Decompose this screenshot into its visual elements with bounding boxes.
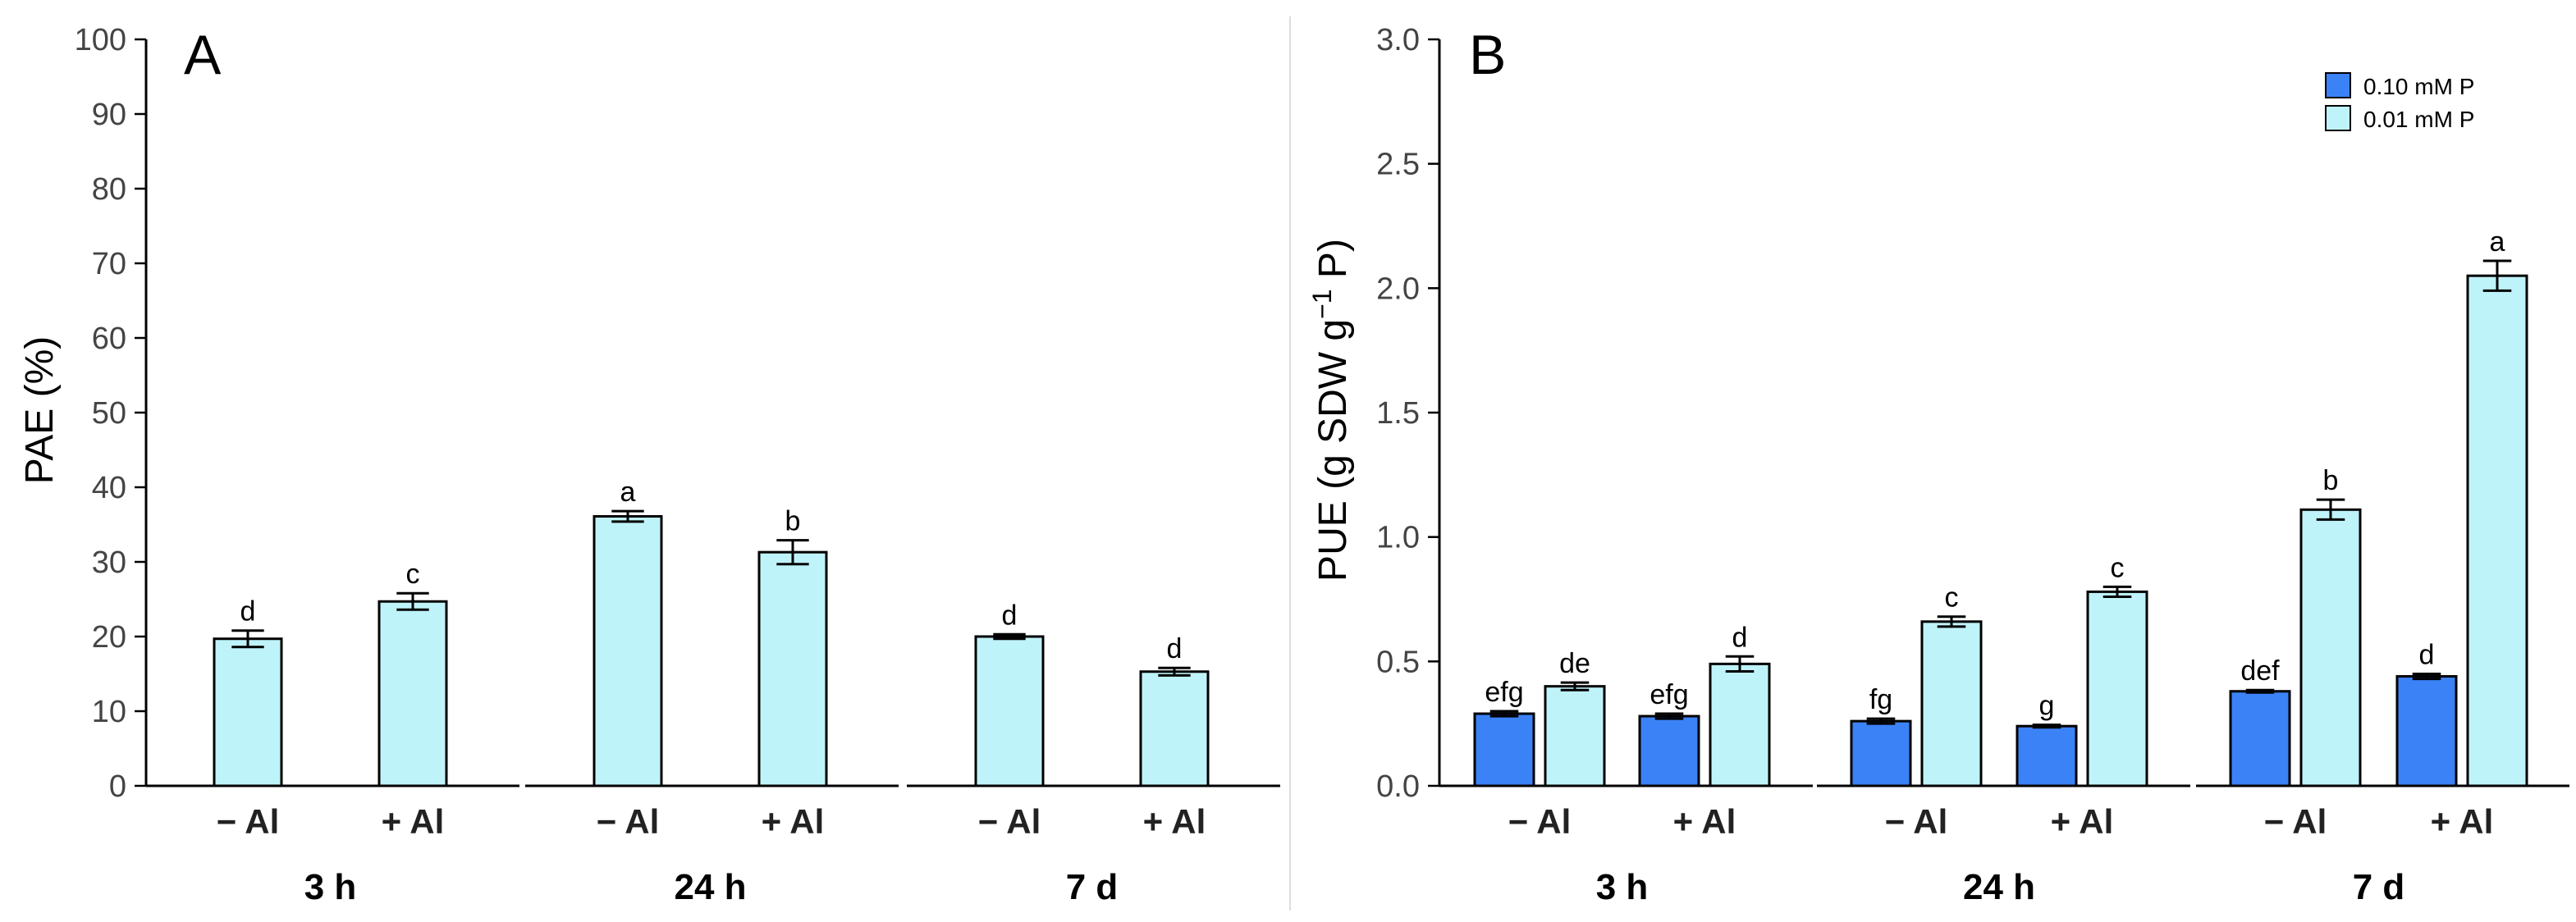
panel-b-category-label: + Al xyxy=(1673,802,1736,841)
panel-b-bar xyxy=(2299,508,2362,787)
panel-b-category-label: − Al xyxy=(1508,802,1572,841)
panel-a-y-tick-label: 40 xyxy=(92,471,126,505)
panel-a-bar xyxy=(1139,670,1210,787)
panel-b-bar xyxy=(2229,690,2291,787)
panel-a-significance-letter: d xyxy=(240,596,256,628)
panel-a-significance-letter: d xyxy=(1167,633,1183,664)
panel-a-y-tick-label: 30 xyxy=(92,545,126,580)
panel-b-y-tick-label: 0.5 xyxy=(1376,645,1420,679)
panel-b-bar xyxy=(1473,712,1535,787)
panel-a-y-tick-label: 90 xyxy=(92,98,126,132)
panel-a-group-label: 24 h xyxy=(674,867,746,907)
panel-a-category-label: − Al xyxy=(978,802,1041,841)
panel-b-y-tick-label: 1.0 xyxy=(1376,521,1420,555)
panel-b-significance-letter: efg xyxy=(1649,679,1688,710)
panel-b-category-label: + Al xyxy=(2051,802,2114,841)
panel-a-y-tick-label: 50 xyxy=(92,396,126,431)
panel-a-category-label: − Al xyxy=(217,802,280,841)
panel-a-y-tick-label: 0 xyxy=(109,769,126,804)
panel-a-group-label: 3 h xyxy=(304,867,357,907)
legend-label-low-p: 0.01 mM P xyxy=(2363,107,2474,132)
panel-b-significance-letter: d xyxy=(1732,622,1748,653)
legend: 0.10 mM P 0.01 mM P xyxy=(2325,72,2474,132)
panel-a-bar xyxy=(593,514,663,787)
panel-b-bar xyxy=(2395,675,2458,787)
panel-b-y-tick-label: 3.0 xyxy=(1376,23,1420,57)
panel-b-y-tick-label: 2.5 xyxy=(1376,148,1420,182)
panel-b-significance-letter: d xyxy=(2419,640,2435,671)
panel-b-bar xyxy=(1850,719,1912,787)
panel-b-bar xyxy=(2466,274,2528,787)
panel-a-y-tick-label: 70 xyxy=(92,247,126,281)
panel-b-significance-letter: g xyxy=(2039,691,2055,722)
panel-a-significance-letter: b xyxy=(785,506,801,537)
panel-b-significance-letter: b xyxy=(2323,465,2339,496)
panel-a-y-axis-title: PAE (%) xyxy=(18,336,62,484)
panel-a-category-label: + Al xyxy=(382,802,445,841)
panel-b-y-axis-title: PUE (g SDW g−1 P) xyxy=(1307,239,1355,582)
panel-b-significance-letter: c xyxy=(1945,582,1959,614)
panel-b-bar xyxy=(2016,724,2078,787)
panel-b-significance-letter: a xyxy=(2490,226,2505,258)
panel-b-bar xyxy=(1920,620,1983,787)
panel-a-bar xyxy=(377,600,448,787)
panel-a-y-tick-label: 60 xyxy=(92,322,126,356)
panel-b-plot-area: 0.0 0.5 1.0 1.5 2.0 2.5 3.0 efg de − Al efg d + Al 3 … xyxy=(1376,23,2569,907)
panel-a-significance-letter: a xyxy=(620,477,636,508)
panel-b-y-axis-title-end: P) xyxy=(1311,239,1355,289)
panel-b-significance-letter: efg xyxy=(1485,677,1523,708)
panel-b-y-tick-label: 1.5 xyxy=(1376,396,1420,431)
legend-swatch-high-p xyxy=(2325,72,2351,98)
panel-b-significance-letter: de xyxy=(1559,648,1590,679)
legend-label-high-p: 0.10 mM P xyxy=(2363,74,2474,99)
panel-b-significance-letter: fg xyxy=(1869,684,1892,715)
panel-b-group-label: 24 h xyxy=(1963,867,2035,907)
panel-b-y-axis-title-superscript: −1 xyxy=(1307,289,1337,318)
panel-b-bar xyxy=(1638,714,1700,787)
panel-a: A PAE (%) 0 10 20 30 40 50 60 70 80 90 100 d − Al c + … xyxy=(18,23,1280,907)
panel-a-category-label: − Al xyxy=(597,802,660,841)
panel-a-plot-area: 0 10 20 30 40 50 60 70 80 90 100 d − Al c + Al 3 h a − Al… xyxy=(75,23,1280,907)
panel-a-y-tick-label: 100 xyxy=(75,23,126,57)
panel-b-category-label: + Al xyxy=(2431,802,2494,841)
panel-a-y-tick-label: 10 xyxy=(92,695,126,729)
panel-b-category-label: − Al xyxy=(1885,802,1948,841)
panel-b-y-axis-title-main: PUE (g SDW g xyxy=(1311,319,1355,582)
panel-a-bar xyxy=(757,550,828,787)
panel-a-letter: A xyxy=(184,24,222,86)
panel-a-bar xyxy=(974,635,1045,787)
panel-b-y-tick-label: 2.0 xyxy=(1376,272,1420,306)
panel-a-category-label: + Al xyxy=(1143,802,1206,841)
panel-b-category-label: − Al xyxy=(2264,802,2327,841)
panel-b: B PUE (g SDW g−1 P) 0.0 0.5 1.0 1.5 2.0 2.5 3.… xyxy=(1307,23,2569,907)
panel-b-significance-letter: def xyxy=(2240,655,2280,687)
panel-b-bar xyxy=(1544,685,1606,787)
panel-b-bar xyxy=(1709,662,1771,787)
panel-b-significance-letter: c xyxy=(2111,552,2125,583)
panel-a-group-label: 7 d xyxy=(1066,867,1119,907)
panel-a-significance-letter: c xyxy=(406,559,420,590)
panel-a-y-tick-label: 20 xyxy=(92,620,126,655)
panel-a-significance-letter: d xyxy=(1002,600,1018,631)
panel-b-y-tick-label: 0.0 xyxy=(1376,769,1420,804)
panel-a-category-label: + Al xyxy=(762,802,825,841)
panel-a-bar xyxy=(213,637,283,787)
legend-swatch-low-p xyxy=(2325,105,2351,131)
panel-b-group-label: 7 d xyxy=(2353,867,2405,907)
panel-b-bar xyxy=(2086,590,2148,787)
panel-b-letter: B xyxy=(1469,24,1506,86)
panel-a-y-tick-label: 80 xyxy=(92,172,126,207)
panel-b-group-label: 3 h xyxy=(1596,867,1649,907)
